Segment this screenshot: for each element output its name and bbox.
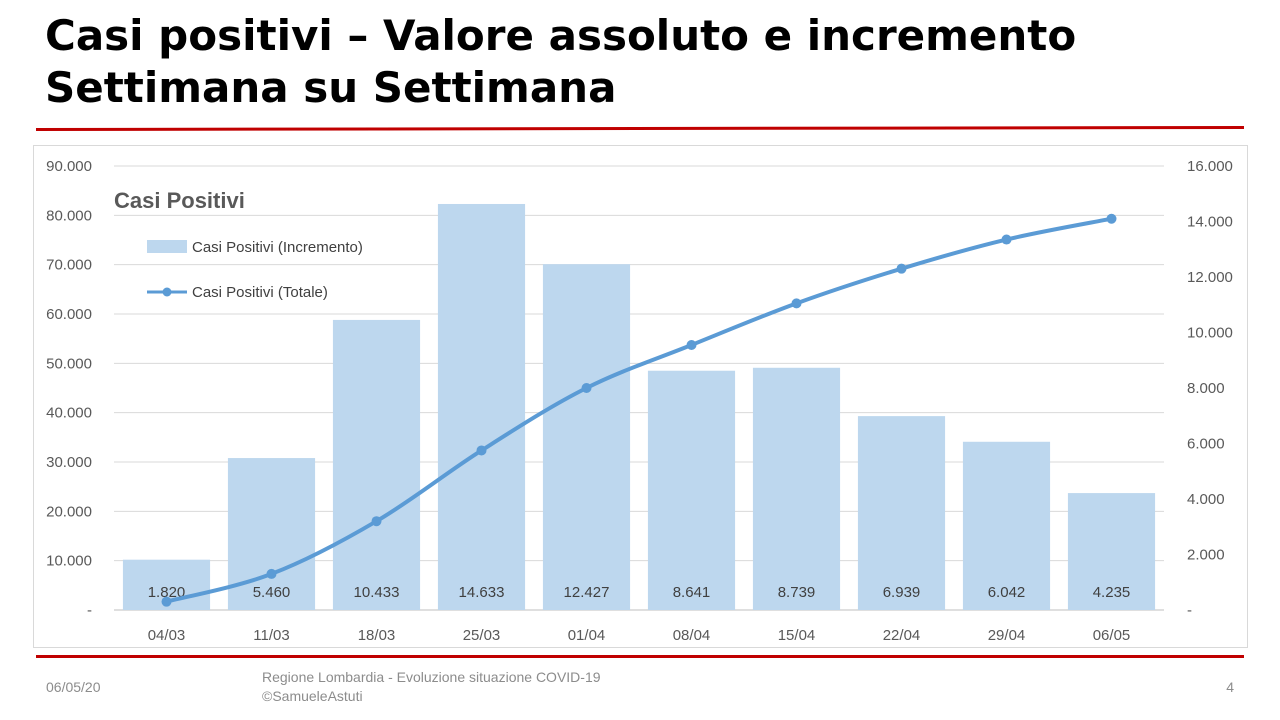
legend-bar-swatch — [147, 240, 187, 253]
x-tick-label: 18/03 — [358, 627, 396, 644]
y-right-tick-label: 6.000 — [1187, 436, 1225, 453]
x-tick-label: 04/03 — [148, 627, 186, 644]
bar — [962, 441, 1051, 610]
y-left-tick-label: 50.000 — [46, 355, 92, 372]
x-tick-label: 08/04 — [673, 627, 711, 644]
line-point — [686, 339, 697, 350]
bar — [332, 319, 421, 610]
legend-line-label: Casi Positivi (Totale) — [192, 284, 328, 301]
footer-divider — [36, 655, 1244, 658]
line-point — [1001, 234, 1012, 245]
y-left-tick-label: 70.000 — [46, 257, 92, 274]
chart: 1.820 5.460 10.433 14.633 12.427 8.641 8.739 6.… — [46, 158, 1233, 644]
footer-source: Regione Lombardia - Evoluzione situazion… — [262, 668, 601, 706]
slide-title: Casi positivi – Valore assoluto e increm… — [45, 10, 1076, 114]
y-left-tick-label: 90.000 — [46, 158, 92, 175]
bar-data-label: 8.641 — [673, 584, 711, 601]
y-left-tick-label: 80.000 — [46, 207, 92, 224]
line-point — [161, 596, 172, 607]
x-tick-label: 15/04 — [778, 627, 816, 644]
y-left-tick-label: - — [87, 602, 92, 619]
y-right-tick-label: 16.000 — [1187, 158, 1233, 175]
y-left-tick-label: 60.000 — [46, 306, 92, 323]
bar-data-label: 5.460 — [253, 584, 291, 601]
bar — [542, 264, 631, 610]
bar — [437, 203, 526, 610]
x-tick-label: 22/04 — [883, 627, 921, 644]
bar — [647, 370, 736, 610]
bar-data-label: 4.235 — [1093, 584, 1131, 601]
chart-frame: 1.820 5.460 10.433 14.633 12.427 8.641 8.739 6.… — [33, 145, 1248, 648]
y-left-tick-label: 20.000 — [46, 503, 92, 520]
line-point — [476, 445, 487, 456]
bar — [857, 416, 946, 610]
y-right-tick-label: 2.000 — [1187, 547, 1225, 564]
line-point — [896, 263, 907, 274]
bar-data-label: 6.939 — [883, 584, 921, 601]
x-tick-label: 06/05 — [1093, 627, 1131, 644]
x-tick-label: 01/04 — [568, 627, 606, 644]
y-right-tick-label: 14.000 — [1187, 214, 1233, 231]
y-right-tick-label: 10.000 — [1187, 325, 1233, 342]
y-left-tick-label: 10.000 — [46, 553, 92, 570]
title-divider — [35, 125, 1245, 132]
legend-line-marker — [162, 287, 172, 297]
line-point — [1106, 213, 1117, 224]
bar — [752, 367, 841, 610]
y-right-tick-label: 4.000 — [1187, 491, 1225, 508]
legend: Casi Positivi (Incremento) Casi Positivi… — [147, 239, 363, 301]
y-right-tick-label: 12.000 — [1187, 269, 1233, 286]
slide-title-line1: Casi positivi – Valore assoluto e increm… — [45, 11, 1077, 60]
bar-data-label: 10.433 — [354, 584, 400, 601]
x-tick-label: 25/03 — [463, 627, 501, 644]
legend-bar-label: Casi Positivi (Incremento) — [192, 239, 363, 256]
y-right-tick-label: 8.000 — [1187, 380, 1225, 397]
bar-data-label: 6.042 — [988, 584, 1026, 601]
x-tick-label: 11/03 — [253, 627, 289, 644]
x-tick-label: 29/04 — [988, 627, 1026, 644]
line-point — [266, 568, 277, 579]
footer-date: 06/05/20 — [46, 679, 101, 695]
y-left-tick-label: 30.000 — [46, 454, 92, 471]
footer-source-line1: Regione Lombardia - Evoluzione situazion… — [262, 669, 601, 685]
bar-data-label: 8.739 — [778, 584, 816, 601]
chart-title: Casi Positivi — [114, 188, 245, 213]
page-number: 4 — [1226, 679, 1234, 695]
line-point — [371, 516, 382, 527]
bar-data-label: 14.633 — [459, 584, 505, 601]
bar-data-label: 1.820 — [148, 584, 186, 601]
y-left-tick-label: 40.000 — [46, 405, 92, 422]
footer-source-line2: ©SamueleAstuti — [262, 688, 363, 704]
y-right-tick-label: - — [1187, 602, 1192, 619]
bar — [1067, 493, 1156, 610]
line-point — [791, 298, 802, 309]
slide-title-line2: Settimana su Settimana — [45, 63, 617, 112]
bar-data-label: 12.427 — [564, 584, 610, 601]
total-line — [165, 216, 1112, 604]
line-point — [581, 383, 592, 393]
